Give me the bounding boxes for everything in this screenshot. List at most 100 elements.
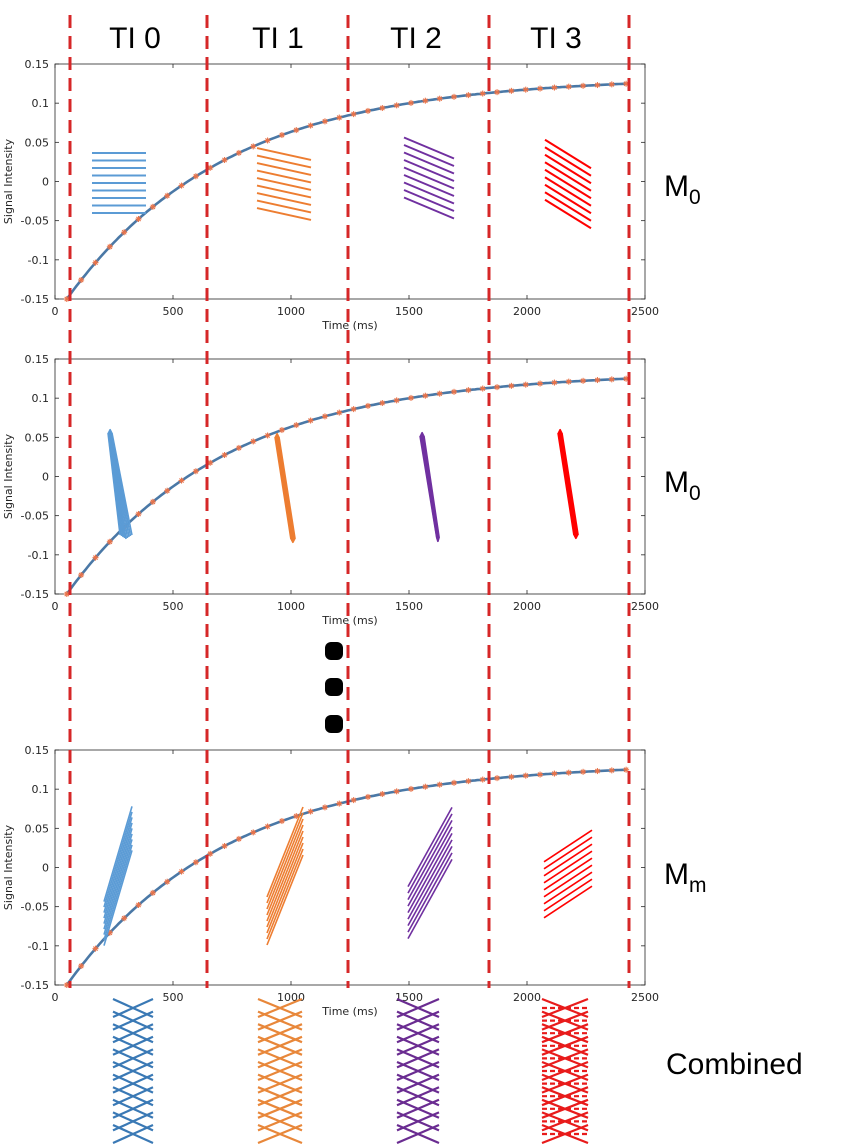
data-point [307,808,314,815]
combined-line [396,1123,440,1144]
data-point [522,86,529,93]
y-tick-label: -0.05 [21,215,49,228]
data-point [178,477,185,484]
data-point [451,388,458,395]
data-point [221,157,228,164]
recovery-curve [65,768,627,986]
data-point [336,800,343,807]
data-point [293,127,300,134]
data-point [149,498,156,505]
glyph-line [544,146,592,177]
data-point [537,380,544,387]
glyph-line [403,189,455,212]
data-point [551,84,558,91]
glyph-line [256,147,312,161]
x-tick-label: 1000 [277,991,305,1004]
glyph-line [403,151,455,175]
data-point [393,102,400,109]
glyph-line [544,198,592,230]
data-point [164,487,171,494]
glyph-converging-0 [107,428,133,540]
y-tick-label: 0.15 [25,58,50,71]
data-point [278,427,285,434]
data-point [235,444,242,451]
ti-label-2: TI 2 [390,22,442,55]
glyph-line [407,839,453,920]
ti-label-3: TI 3 [530,22,582,55]
data-point [321,413,328,420]
data-point [594,377,601,384]
glyph-line [544,138,592,170]
y-tick-label: 0.15 [25,744,50,757]
glyph-diagonal-3 [543,829,593,919]
data-point [608,767,615,774]
data-point [407,99,414,106]
y-tick-label: 0 [42,862,49,875]
y-tick-label: -0.15 [21,588,49,601]
y-tick-label: 0.05 [25,136,50,149]
combined-glyph-1 [257,997,303,1144]
glyph-line [543,829,593,863]
ellipsis-dot-2 [325,715,343,733]
data-point [321,118,328,125]
x-tick-label: 500 [163,600,184,613]
data-point [508,87,515,94]
glyph-line [103,839,133,935]
combined-line [112,1123,154,1144]
data-point [336,409,343,416]
data-point [92,554,99,561]
data-point [451,779,458,786]
data-point [580,768,587,775]
glyph-line [403,181,455,205]
data-point [465,92,472,99]
glyph-line [544,191,592,222]
combined-glyph-0 [112,997,154,1144]
data-point [350,406,357,413]
x-tick-label: 2500 [631,991,659,1004]
glyph-horizontal-0 [92,152,146,214]
data-point [422,392,429,399]
data-point [235,149,242,156]
data-point [293,422,300,429]
data-point [508,382,515,389]
data-point [479,385,486,392]
y-tick-label: 0.1 [32,392,50,405]
ti-dividers [68,15,631,988]
data-point [451,93,458,100]
data-point [178,182,185,189]
glyph-line [543,836,593,870]
glyph-line [407,807,453,887]
chart-panel-2: -0.15 -0.1 -0.05 0 0.05 0.1 0.15 0 500 1000 1500 20… [2,744,659,1018]
x-tick-label: 0 [52,305,59,318]
data-point [551,379,558,386]
glyph-line [111,432,133,536]
data-point [278,132,285,139]
ellipsis-dot-1 [325,678,343,696]
glyph-line [403,159,455,182]
data-point [393,788,400,795]
data-point [135,901,142,908]
glyph-line [407,859,453,939]
glyph-line [407,826,453,907]
data-point [594,768,601,775]
glyph-diagonal-1 [266,806,304,946]
y-tick-label: -0.15 [21,293,49,306]
data-point [379,400,386,407]
data-point [522,381,529,388]
data-point [135,215,142,222]
combined-label: Combined [666,1048,803,1081]
glyph-horizontal-3 [544,138,592,230]
data-point [264,823,271,830]
data-point [164,878,171,885]
data-point [106,243,113,250]
glyph-line [403,196,455,220]
x-tick-label: 2000 [513,991,541,1004]
data-point [149,889,156,896]
x-tick-label: 2000 [513,305,541,318]
data-point [494,384,501,391]
data-point [494,89,501,96]
recovery-curve [65,82,627,300]
glyph-line [256,192,312,206]
data-point [537,771,544,778]
